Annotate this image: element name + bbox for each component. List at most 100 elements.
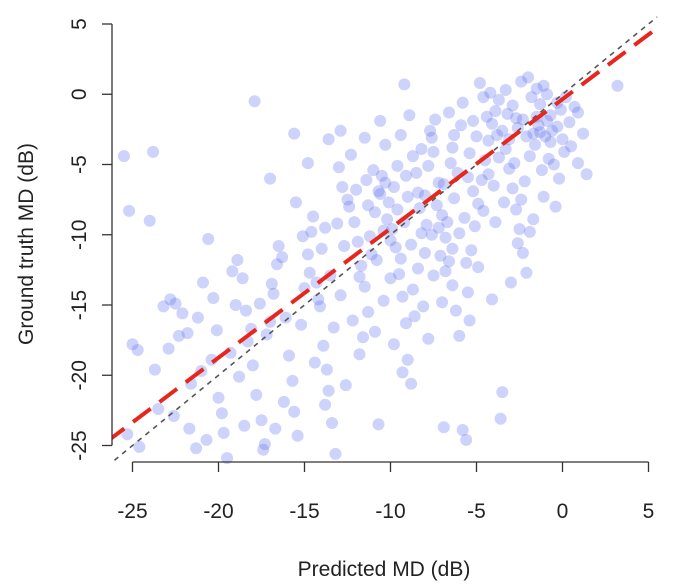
data-point: [611, 79, 624, 92]
data-point: [492, 93, 505, 106]
data-point: [362, 199, 375, 212]
data-point: [434, 249, 447, 262]
data-point: [439, 265, 452, 278]
data-point: [456, 424, 469, 436]
data-point: [417, 300, 430, 313]
data-point: [486, 117, 498, 130]
data-point: [236, 272, 249, 285]
data-point: [126, 338, 139, 351]
data-point: [453, 227, 466, 240]
data-point: [350, 183, 363, 196]
data-point: [522, 71, 535, 84]
data-point: [501, 107, 514, 120]
data-point: [523, 225, 536, 238]
y-axis-title: Ground truth MD (dB): [15, 143, 38, 345]
data-point: [460, 433, 473, 446]
data-point: [351, 235, 364, 248]
data-point: [511, 122, 524, 134]
regression-line: [112, 26, 659, 441]
data-point: [301, 157, 314, 170]
data-point: [344, 148, 357, 161]
data-point: [467, 185, 480, 198]
data-point: [181, 327, 194, 340]
data-point: [468, 220, 481, 233]
data-point: [503, 162, 516, 175]
data-point: [418, 247, 431, 259]
data-point: [494, 412, 507, 425]
data-point: [331, 217, 344, 230]
data-point: [508, 157, 521, 170]
data-point: [422, 332, 435, 345]
data-point: [443, 255, 455, 268]
data-point: [391, 203, 404, 216]
data-point: [131, 344, 144, 356]
data-point: [518, 175, 531, 188]
data-point: [162, 342, 175, 355]
data-point: [315, 242, 328, 255]
data-point: [176, 307, 189, 320]
data-point: [436, 209, 449, 222]
data-point: [489, 216, 502, 229]
data-point: [288, 405, 301, 418]
data-point: [379, 138, 392, 151]
data-point: [264, 172, 277, 185]
data-point: [410, 166, 423, 179]
data-point: [463, 147, 476, 160]
x-tick-label: 0: [557, 500, 569, 523]
data-point: [379, 176, 392, 189]
y-tick-label: 0: [68, 88, 91, 100]
data-point: [547, 158, 560, 171]
data-point: [412, 262, 424, 275]
data-point: [422, 159, 435, 172]
data-point: [506, 182, 519, 195]
data-point: [157, 300, 170, 313]
data-point: [470, 130, 483, 143]
data-point: [200, 433, 213, 446]
data-point: [322, 384, 335, 397]
data-point: [487, 179, 500, 192]
data-point: [255, 414, 268, 427]
data-point: [486, 293, 498, 306]
data-point: [429, 113, 442, 126]
data-point: [537, 79, 550, 92]
data-point: [374, 188, 387, 200]
data-point: [446, 141, 459, 154]
data-point: [339, 379, 352, 392]
data-point: [437, 178, 450, 191]
data-point: [546, 124, 559, 137]
data-point: [572, 157, 584, 170]
data-point: [415, 143, 428, 155]
x-tick-label: -10: [375, 500, 405, 523]
data-point: [217, 426, 230, 439]
data-point: [444, 157, 457, 170]
data-point: [439, 231, 452, 244]
data-point: [308, 356, 321, 369]
y-tick-label: -10: [68, 220, 91, 250]
data-point: [197, 276, 209, 289]
data-point: [425, 228, 438, 241]
data-point: [265, 277, 278, 290]
data-point: [369, 325, 381, 338]
data-point: [461, 286, 474, 299]
data-point: [367, 164, 380, 177]
data-point: [253, 297, 266, 310]
data-point: [334, 289, 347, 302]
data-point: [320, 363, 333, 376]
data-point: [403, 109, 416, 122]
data-point: [412, 186, 424, 199]
data-point: [143, 214, 156, 227]
y-tick-label: -5: [68, 155, 91, 174]
data-point: [556, 133, 569, 146]
data-point: [405, 238, 418, 251]
data-point: [406, 150, 419, 163]
data-point: [489, 105, 502, 118]
data-point: [229, 299, 242, 311]
x-tick-label: 5: [643, 500, 655, 523]
data-point: [453, 329, 466, 342]
data-point: [472, 197, 485, 210]
data-point: [319, 398, 332, 411]
data-point: [472, 261, 485, 274]
data-point: [393, 268, 406, 281]
scatter-points: [117, 71, 624, 465]
data-point: [391, 159, 404, 172]
